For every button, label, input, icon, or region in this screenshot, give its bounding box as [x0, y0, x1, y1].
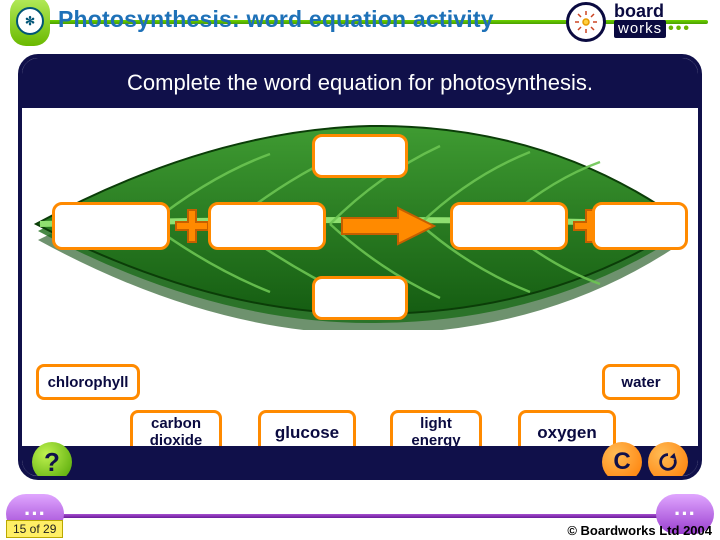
control-bar [22, 446, 698, 476]
header: ✻ Photosynthesis: word equation activity… [0, 0, 720, 44]
dropzone-product2[interactable] [592, 202, 688, 250]
activity-panel: Complete the word equation for photosynt… [18, 54, 702, 480]
page-title: Photosynthesis: word equation activity [58, 6, 494, 33]
check-button[interactable]: C [602, 442, 642, 480]
dropzone-reactant2[interactable] [208, 202, 326, 250]
header-badge-icon: ✻ [16, 7, 44, 35]
reset-button[interactable] [648, 442, 688, 480]
footer: ··· ··· 15 of 29 © Boardworks Ltd 2004 [0, 494, 720, 540]
arrow-icon [338, 204, 438, 248]
dropzone-product1[interactable] [450, 202, 568, 250]
page-number: 15 of 29 [6, 520, 63, 538]
logo-top: board [614, 2, 712, 20]
footer-rule [12, 514, 708, 518]
logo-bottom: works [614, 20, 666, 38]
dropzone-bottom[interactable] [312, 276, 408, 320]
card-chlorophyll[interactable]: chlorophyll [36, 364, 140, 400]
boardworks-logo: board works••• [614, 2, 712, 42]
leaf-graphic [30, 116, 690, 330]
card-water[interactable]: water [602, 364, 680, 400]
reset-icon [657, 451, 679, 473]
help-button[interactable]: ? [32, 442, 72, 480]
sun-icon [566, 2, 606, 42]
instruction-text: Complete the word equation for photosynt… [127, 70, 593, 96]
copyright: © Boardworks Ltd 2004 [567, 523, 712, 538]
logo-dots: ••• [668, 20, 691, 37]
dropzone-reactant1[interactable] [52, 202, 170, 250]
panel-header: Complete the word equation for photosynt… [22, 58, 698, 108]
panel-body: chlorophyll water carbon dioxide glucose… [22, 108, 698, 476]
header-left-pill: ✻ [10, 0, 50, 46]
dropzone-top[interactable] [312, 134, 408, 178]
